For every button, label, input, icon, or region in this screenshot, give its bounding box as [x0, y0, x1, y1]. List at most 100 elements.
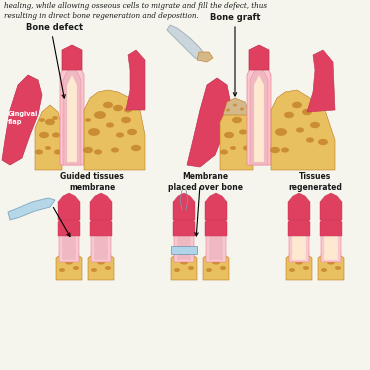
Ellipse shape — [85, 118, 91, 122]
Ellipse shape — [54, 149, 62, 155]
Polygon shape — [318, 250, 344, 280]
Polygon shape — [203, 250, 229, 280]
Polygon shape — [254, 75, 264, 162]
Ellipse shape — [335, 266, 341, 270]
Polygon shape — [173, 212, 195, 236]
Ellipse shape — [233, 104, 237, 107]
Polygon shape — [2, 75, 42, 165]
Polygon shape — [90, 212, 112, 236]
Text: Guided tissues
membrane: Guided tissues membrane — [60, 172, 124, 192]
Ellipse shape — [113, 105, 123, 111]
Ellipse shape — [52, 132, 60, 138]
Ellipse shape — [35, 149, 43, 155]
Polygon shape — [324, 215, 338, 260]
Polygon shape — [177, 215, 191, 260]
Ellipse shape — [318, 139, 328, 145]
Ellipse shape — [124, 107, 132, 112]
Text: Gingival
flap: Gingival flap — [8, 111, 38, 125]
Ellipse shape — [327, 259, 335, 265]
Ellipse shape — [239, 130, 247, 135]
Polygon shape — [94, 215, 108, 260]
Polygon shape — [171, 250, 197, 280]
Polygon shape — [59, 208, 79, 262]
Ellipse shape — [39, 118, 45, 122]
Ellipse shape — [220, 266, 226, 270]
Ellipse shape — [226, 108, 230, 111]
Ellipse shape — [310, 122, 320, 128]
Ellipse shape — [63, 259, 67, 261]
Polygon shape — [288, 193, 310, 220]
Text: Bone defect: Bone defect — [26, 23, 84, 32]
Ellipse shape — [212, 259, 220, 265]
Polygon shape — [247, 58, 271, 165]
Ellipse shape — [232, 117, 242, 123]
Polygon shape — [90, 193, 112, 220]
Polygon shape — [58, 193, 80, 220]
Polygon shape — [187, 78, 231, 167]
Ellipse shape — [59, 268, 65, 272]
Ellipse shape — [220, 149, 228, 155]
Polygon shape — [84, 90, 145, 170]
Ellipse shape — [127, 129, 137, 135]
Polygon shape — [271, 90, 335, 170]
Ellipse shape — [131, 145, 141, 151]
Polygon shape — [197, 52, 213, 62]
Ellipse shape — [103, 102, 113, 108]
Polygon shape — [174, 208, 194, 262]
Ellipse shape — [302, 109, 312, 115]
Polygon shape — [286, 250, 312, 280]
Ellipse shape — [295, 259, 303, 265]
Ellipse shape — [88, 128, 100, 136]
Polygon shape — [91, 208, 111, 262]
Ellipse shape — [97, 259, 105, 265]
Polygon shape — [205, 212, 227, 236]
Text: Tissues
regenerated: Tissues regenerated — [288, 172, 342, 192]
Text: Membrane
placed over bone: Membrane placed over bone — [168, 172, 242, 192]
Ellipse shape — [178, 259, 182, 261]
Ellipse shape — [121, 117, 131, 123]
Ellipse shape — [240, 108, 244, 111]
Ellipse shape — [94, 149, 102, 155]
Ellipse shape — [325, 259, 329, 261]
Polygon shape — [220, 102, 253, 170]
Ellipse shape — [293, 259, 297, 261]
Ellipse shape — [296, 127, 304, 132]
Polygon shape — [307, 50, 335, 112]
Ellipse shape — [188, 266, 194, 270]
Ellipse shape — [321, 268, 327, 272]
Ellipse shape — [65, 259, 73, 265]
Ellipse shape — [270, 147, 280, 153]
Ellipse shape — [105, 266, 111, 270]
Polygon shape — [62, 45, 82, 70]
Ellipse shape — [73, 266, 79, 270]
Polygon shape — [205, 193, 227, 220]
Polygon shape — [167, 25, 205, 60]
Polygon shape — [63, 67, 81, 165]
Ellipse shape — [306, 137, 314, 142]
Polygon shape — [56, 250, 82, 280]
Ellipse shape — [174, 268, 180, 272]
Polygon shape — [289, 208, 309, 262]
Ellipse shape — [106, 122, 114, 128]
Ellipse shape — [281, 147, 289, 152]
Ellipse shape — [52, 116, 58, 120]
Polygon shape — [223, 98, 250, 115]
Polygon shape — [250, 67, 268, 165]
Ellipse shape — [83, 147, 93, 153]
Ellipse shape — [111, 147, 119, 152]
Polygon shape — [173, 193, 195, 220]
Polygon shape — [126, 50, 145, 110]
Ellipse shape — [206, 268, 212, 272]
Ellipse shape — [94, 111, 106, 119]
Ellipse shape — [45, 119, 55, 125]
Polygon shape — [60, 58, 84, 165]
Polygon shape — [35, 105, 62, 170]
Polygon shape — [249, 45, 269, 70]
Ellipse shape — [275, 128, 287, 136]
Ellipse shape — [180, 259, 188, 265]
Ellipse shape — [292, 102, 302, 108]
Ellipse shape — [230, 146, 236, 150]
Polygon shape — [209, 215, 223, 260]
Polygon shape — [58, 212, 80, 236]
Text: Bone graft: Bone graft — [210, 13, 260, 22]
